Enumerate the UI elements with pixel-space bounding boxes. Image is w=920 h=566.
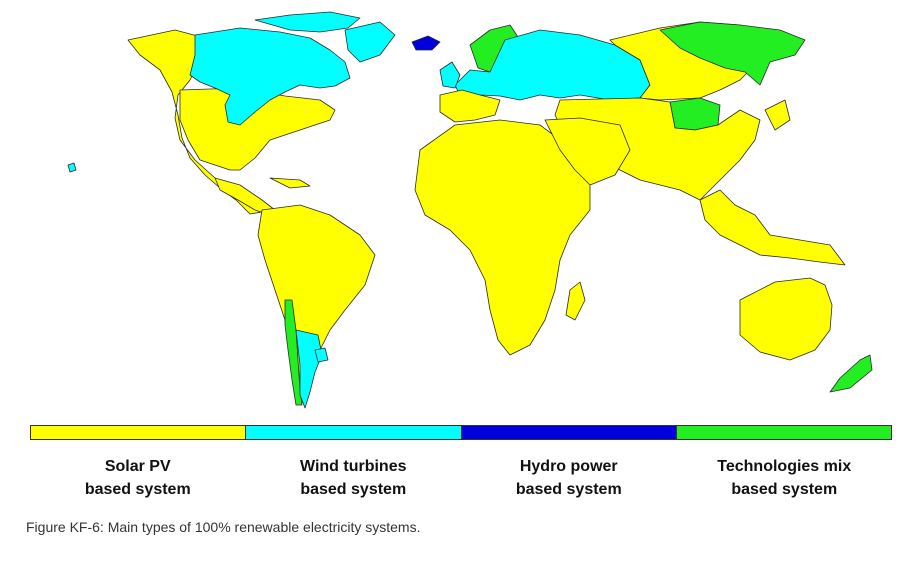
legend-label-wind-line1: Wind turbines <box>299 458 407 475</box>
usa-region <box>179 87 336 171</box>
legend-label-mix: Technologies mix based system <box>677 455 893 501</box>
hawaii-region <box>67 162 77 173</box>
southeast-asia-region <box>699 189 846 266</box>
legend-label-hydro: Hydro power based system <box>461 455 677 501</box>
legend-label-hydro-line1: Hydro power <box>519 458 618 475</box>
legend-label-solar-line2: based system <box>84 481 191 498</box>
legend-swatch-mix <box>675 426 891 439</box>
legend-labels: Solar PV based system Wind turbines base… <box>30 455 892 501</box>
mongolia-region <box>669 97 721 131</box>
siberia-region <box>659 21 806 86</box>
legend-swatch-wind <box>245 426 461 439</box>
legend-label-wind-line2: based system <box>300 481 407 498</box>
legend-label-wind: Wind turbines based system <box>246 455 462 501</box>
africa-region <box>414 119 591 356</box>
chile-region <box>284 299 303 406</box>
figure-caption: Figure KF-6: Main types of 100% renewabl… <box>26 519 421 535</box>
new-zealand-region <box>829 354 873 393</box>
legend-label-solar: Solar PV based system <box>30 455 246 501</box>
legend-label-mix-line1: Technologies mix <box>717 458 852 475</box>
legend-swatch-solar <box>31 426 246 439</box>
legend-swatch-hydro <box>460 426 676 439</box>
iceland-region <box>411 35 441 51</box>
caribbean-region <box>269 177 311 189</box>
legend-label-mix-line2: based system <box>731 481 838 498</box>
east-asia-region <box>764 99 791 131</box>
canada-region <box>189 27 351 126</box>
uk-region <box>439 61 461 89</box>
australia-region <box>739 277 833 361</box>
south-america-region <box>257 204 376 406</box>
world-map <box>67 11 873 409</box>
madagascar-region <box>565 281 586 321</box>
western-europe-region <box>439 89 501 123</box>
greenland-region <box>344 21 396 63</box>
legend-label-solar-line1: Solar PV <box>104 458 171 475</box>
arctic-islands-region <box>254 11 361 33</box>
legend-label-hydro-line2: based system <box>515 481 622 498</box>
middle-east-region <box>544 117 631 186</box>
legend-color-bar <box>30 425 892 440</box>
uruguay-region <box>314 347 329 363</box>
